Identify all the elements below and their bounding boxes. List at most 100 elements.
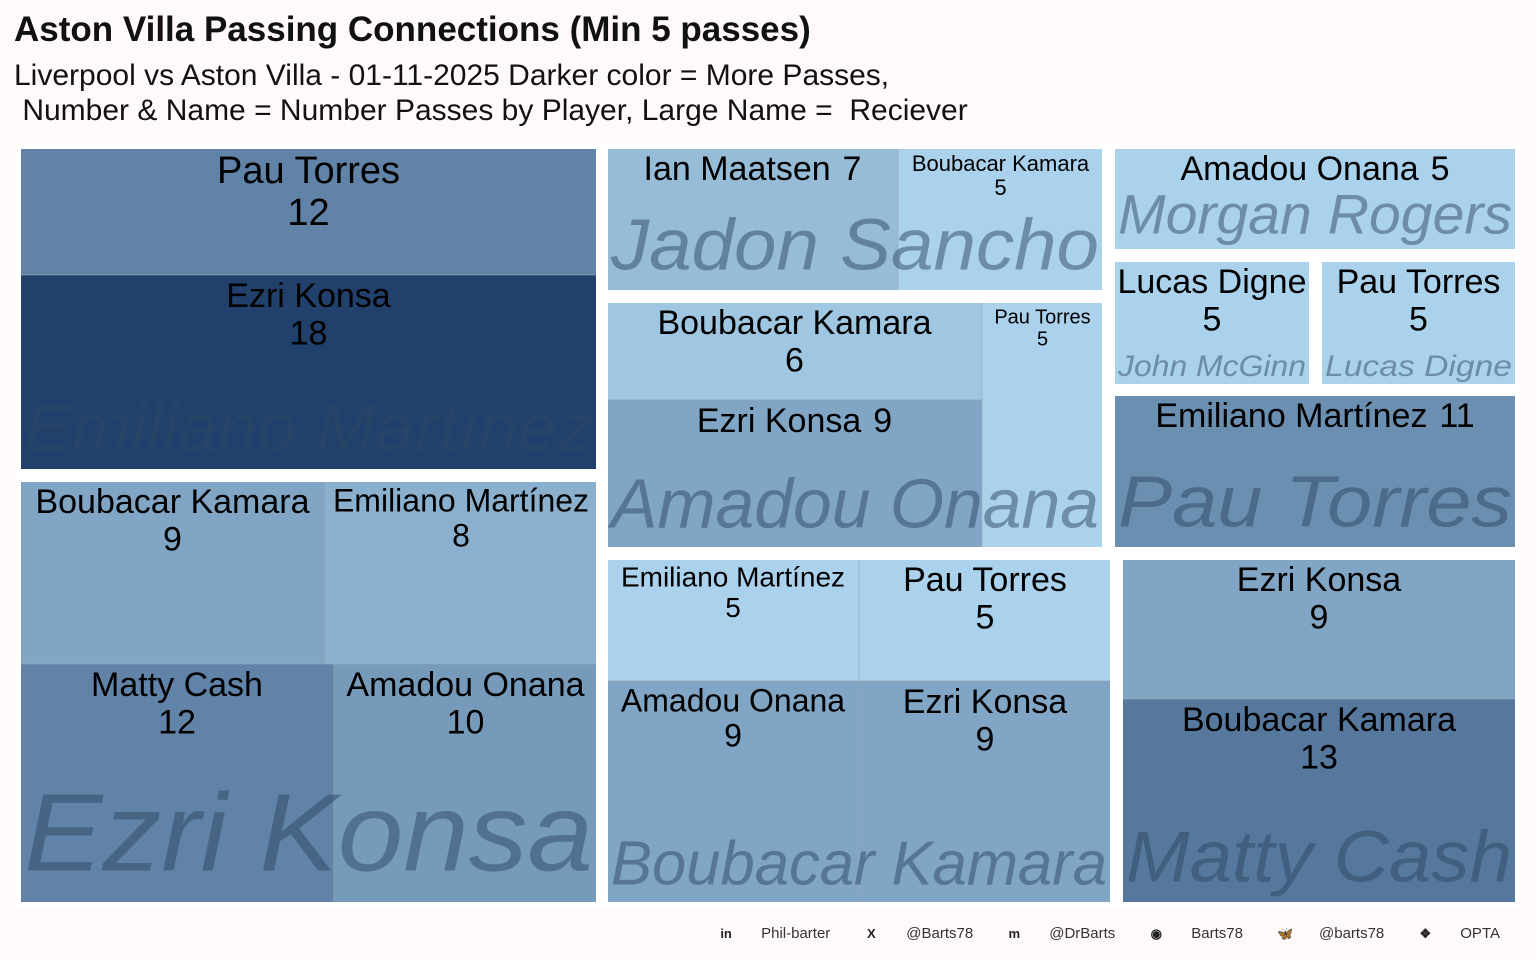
treemap-tile xyxy=(606,301,983,401)
group-border xyxy=(606,147,1104,292)
dropbox-icon: ❖ xyxy=(1419,925,1432,941)
receiver-label: Jadon Sancho xyxy=(610,206,1099,286)
footer-credit-text: @DrBarts xyxy=(1049,925,1116,942)
passer-name-label: Pau Torres xyxy=(994,306,1090,328)
chart-title: Aston Villa Passing Connections (Min 5 p… xyxy=(14,10,811,49)
chart-subtitle: Liverpool vs Aston Villa - 01-11-2025 Da… xyxy=(14,59,968,127)
pass-count-label: 5 xyxy=(1203,300,1222,338)
passer-name-label: Boubacar Kamara xyxy=(912,151,1090,176)
passer-name-label: Pau Torres xyxy=(903,561,1067,599)
treemap-tile xyxy=(1121,698,1517,904)
footer-credit-text: OPTA xyxy=(1460,925,1500,942)
receiver-label: Amadou Onana xyxy=(607,464,1099,542)
bluesky-icon: 🦋 xyxy=(1277,925,1294,941)
treemap-tile xyxy=(333,663,598,904)
pass-count-label: 12 xyxy=(158,703,196,741)
group-border xyxy=(1320,260,1517,386)
group-border xyxy=(1113,260,1311,386)
receiver-label: Lucas Digne xyxy=(1325,350,1512,383)
passer-name-label: Ezri Konsa xyxy=(903,683,1067,721)
group-border xyxy=(1113,394,1517,549)
group-border xyxy=(606,301,1104,549)
pass-count-label: 18 xyxy=(290,314,328,352)
pass-count-label: 7 xyxy=(843,150,862,188)
passer-name-label: Ezri Konsa xyxy=(226,277,390,315)
treemap-tile xyxy=(858,558,1112,682)
pass-count-label: 6 xyxy=(785,341,804,379)
pass-count-label: 9 xyxy=(1310,598,1329,636)
receiver-label: Emiliano Martínez xyxy=(24,390,593,464)
passer-name-label: Emiliano Martínez xyxy=(1155,397,1427,435)
footer-credit-text: Barts78 xyxy=(1191,925,1243,942)
receiver-label: Boubacar Kamara xyxy=(611,830,1107,899)
pass-count-label: 5 xyxy=(976,598,995,636)
pass-count-label: 13 xyxy=(1300,738,1338,776)
passer-name-label: Emiliano Martínez xyxy=(621,561,845,592)
footer-credit-text: Phil-barter xyxy=(761,925,831,942)
receiver-label: Morgan Rogers xyxy=(1118,182,1512,245)
pass-count-label: 8 xyxy=(452,518,470,554)
pass-count-label: 10 xyxy=(447,703,485,741)
pass-count-label: 9 xyxy=(724,718,742,754)
treemap-tile xyxy=(1121,558,1517,700)
passer-name-label: Amadou Onana xyxy=(1181,150,1419,188)
pass-count-label: 5 xyxy=(1431,150,1450,188)
pass-count-label: 5 xyxy=(994,175,1006,200)
treemap-tile xyxy=(606,399,983,549)
footer-credit-text: @Barts78 xyxy=(906,925,974,942)
pass-count-label: 11 xyxy=(1439,397,1474,435)
pass-count-label: 9 xyxy=(163,520,182,558)
footer-credit-text: @barts78 xyxy=(1319,925,1385,942)
pass-count-label: 9 xyxy=(976,720,995,758)
passer-name-label: Matty Cash xyxy=(91,666,263,704)
pass-count-label: 5 xyxy=(725,592,741,623)
passer-name-label: Amadou Onana xyxy=(621,682,845,718)
group-border xyxy=(19,147,598,471)
receiver-label: John McGinn xyxy=(1117,350,1306,383)
treemap-group: Pau Torres Emiliano Martínez 11 xyxy=(1113,394,1517,549)
passer-name-label: Lucas Digne xyxy=(1117,263,1306,301)
passer-name-label: Boubacar Kamara xyxy=(1182,701,1456,739)
passer-name-label: Ezri Konsa xyxy=(697,402,861,440)
x-twitter-icon: X xyxy=(866,925,876,941)
group-border xyxy=(19,480,598,904)
receiver-label: Ezri Konsa xyxy=(24,771,593,894)
pass-count-label: 5 xyxy=(1409,300,1428,338)
passer-name-label: Amadou Onana xyxy=(346,666,584,704)
passer-name-label: Ezri Konsa xyxy=(1237,561,1401,599)
treemap-tile xyxy=(606,147,899,292)
treemap-tile xyxy=(858,680,1112,904)
treemap-tile xyxy=(981,301,1104,549)
footer-credits: in Phil-barter X @Barts78 m @DrBarts ◉ Barts78 🦋… xyxy=(719,925,1500,942)
receiver-label: Matty Cash xyxy=(1126,818,1512,898)
passer-name-label: Pau Torres xyxy=(217,150,400,192)
treemap-tile xyxy=(19,663,335,904)
group-border xyxy=(606,558,1112,904)
pass-count-label: 12 xyxy=(287,192,329,234)
treemap-tile xyxy=(19,480,326,665)
passer-name-label: Boubacar Kamara xyxy=(35,483,309,521)
treemap-tile xyxy=(1320,260,1517,386)
passer-name-label: Emiliano Martínez xyxy=(333,482,589,518)
pass-count-label: 5 xyxy=(1037,328,1048,350)
passer-name-label: Pau Torres xyxy=(1337,263,1501,301)
passer-name-label: Boubacar Kamara xyxy=(657,304,931,342)
passer-name-label: Ian Maatsen xyxy=(644,150,831,188)
mastodon-icon: m xyxy=(1008,925,1020,941)
receiver-label: Pau Torres xyxy=(1118,463,1512,543)
treemap-tile xyxy=(606,680,860,904)
treemap-tile xyxy=(897,147,1104,292)
linkedin-icon: in xyxy=(720,925,732,941)
group-border xyxy=(1121,558,1517,904)
group-border xyxy=(1113,147,1517,251)
treemap-tile xyxy=(1113,394,1517,549)
